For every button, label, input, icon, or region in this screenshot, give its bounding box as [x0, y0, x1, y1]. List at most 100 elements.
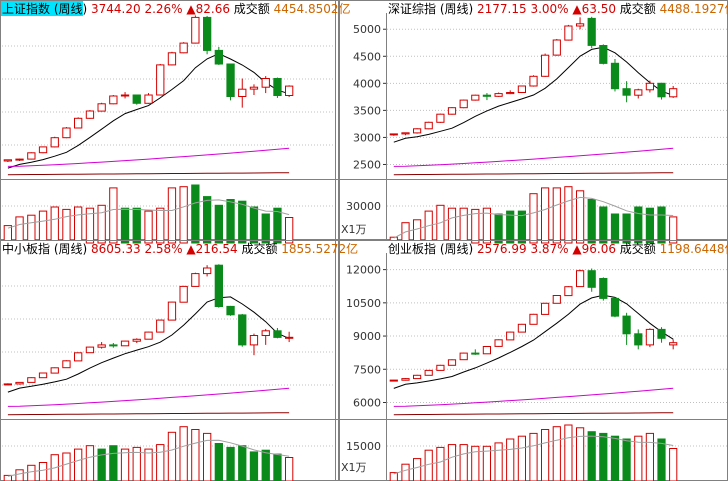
candle-up	[669, 88, 678, 98]
volume-bar	[517, 435, 526, 481]
candle-up	[494, 339, 503, 347]
volume-bar	[645, 207, 654, 244]
vol-tick-label: 30000	[346, 200, 381, 213]
volume-bar	[15, 469, 24, 481]
candle-up	[74, 117, 83, 129]
volume-bar	[564, 186, 573, 244]
index-name: 深证综指	[388, 1, 436, 16]
panel-sh-composite: 上证指数 (周线) 3744.20 2.26% ▲82.66 成交额 4454.…	[0, 0, 351, 244]
vol-unit-label: X1万	[341, 223, 367, 236]
candle-up	[109, 95, 118, 105]
pct-value: 2.58%	[144, 242, 186, 256]
volume-bar	[144, 210, 153, 244]
volume-bar	[424, 210, 433, 244]
volume-ma-line	[393, 435, 674, 475]
y-tick-label: 9000	[353, 330, 381, 343]
turnover-label: 成交额	[234, 1, 274, 16]
candle-up	[285, 336, 294, 339]
turnover-value: 1855.5272亿	[281, 241, 358, 256]
candle-up	[645, 328, 654, 346]
candle-up	[413, 374, 422, 380]
candle-up	[552, 39, 561, 56]
candle-up	[541, 54, 550, 77]
candle-up	[424, 121, 433, 130]
volume-bar	[529, 193, 538, 244]
volume-bar	[506, 438, 515, 481]
candle-up	[413, 128, 422, 134]
y-tick-label: 6000	[353, 396, 381, 409]
candle-up	[517, 85, 526, 93]
volume-bar	[273, 453, 282, 481]
candle-up	[564, 286, 573, 297]
ma-short-line	[393, 294, 674, 389]
volume-bar	[401, 463, 410, 481]
change-value: 96.06	[582, 242, 620, 256]
candle-up	[167, 52, 177, 66]
candle-up	[97, 344, 106, 348]
candle-up	[517, 323, 526, 333]
candle-up	[447, 359, 457, 366]
volume-bar	[74, 448, 83, 481]
volume-bar	[62, 452, 71, 481]
candle-down	[587, 270, 596, 288]
volume-bar	[226, 199, 235, 244]
candle-up	[15, 381, 24, 385]
candle-down	[482, 94, 491, 97]
turnover-label: 成交额	[620, 1, 660, 16]
candle-down	[622, 315, 631, 335]
candle-up	[74, 352, 83, 362]
candle-down	[214, 264, 223, 308]
volume-bar	[657, 206, 666, 244]
candle-up	[436, 364, 445, 371]
candle-down	[203, 16, 212, 51]
candle-up	[15, 158, 24, 161]
y-tick-label: 3500	[353, 104, 381, 117]
volume-bar	[517, 210, 526, 244]
panel-header: 上证指数 (周线) 3744.20 2.26% ▲82.66 成交额 4454.…	[2, 1, 351, 16]
candle-up	[191, 16, 200, 44]
candle-up	[401, 132, 410, 135]
volume-bar	[599, 432, 608, 481]
price-value: 2177.15	[477, 2, 530, 16]
y-tick-label: 5000	[353, 23, 381, 36]
ma-short-line	[7, 53, 290, 169]
candle-up	[669, 342, 678, 346]
volume-bar	[541, 429, 550, 481]
volume-bar	[203, 196, 212, 244]
volume-ma-line	[7, 439, 290, 477]
y-tick-label: 7500	[353, 363, 381, 376]
volume-bar	[459, 207, 468, 244]
candle-up	[459, 352, 468, 361]
pct-value: 2.26%	[144, 2, 186, 16]
candle-up	[62, 127, 71, 139]
panel-cy-chinext: 12000 10500 9000 7500 6000 15000 X1万 创业板指 (周线) …	[339, 240, 728, 481]
volume-bar	[447, 444, 457, 481]
turnover-label: 成交额	[620, 241, 660, 256]
turnover-label: 成交额	[241, 241, 281, 256]
change-arrow-icon: ▲	[186, 242, 196, 256]
volume-bar	[564, 424, 573, 481]
volume-bar	[657, 438, 666, 481]
candle-down	[238, 314, 247, 346]
volume-bar	[191, 429, 200, 481]
candle-up	[62, 360, 71, 369]
volume-bar	[285, 217, 294, 244]
candle-up	[3, 159, 12, 162]
candle-up	[85, 110, 95, 119]
volume-bar	[576, 190, 585, 244]
volume-bar	[74, 206, 83, 244]
candle-down	[214, 49, 223, 65]
volume-bar	[261, 213, 270, 244]
volume-bar	[436, 446, 445, 481]
candle-up	[482, 346, 491, 355]
volume-bar	[261, 449, 270, 481]
volume-bar	[669, 448, 678, 481]
ma-short-line	[7, 296, 290, 393]
candle-up	[401, 378, 410, 381]
index-name: 上证指数	[2, 1, 50, 16]
candle-down	[109, 344, 118, 347]
volume-bar	[50, 206, 59, 244]
candle-up	[249, 335, 259, 346]
volume-bar	[132, 207, 141, 244]
